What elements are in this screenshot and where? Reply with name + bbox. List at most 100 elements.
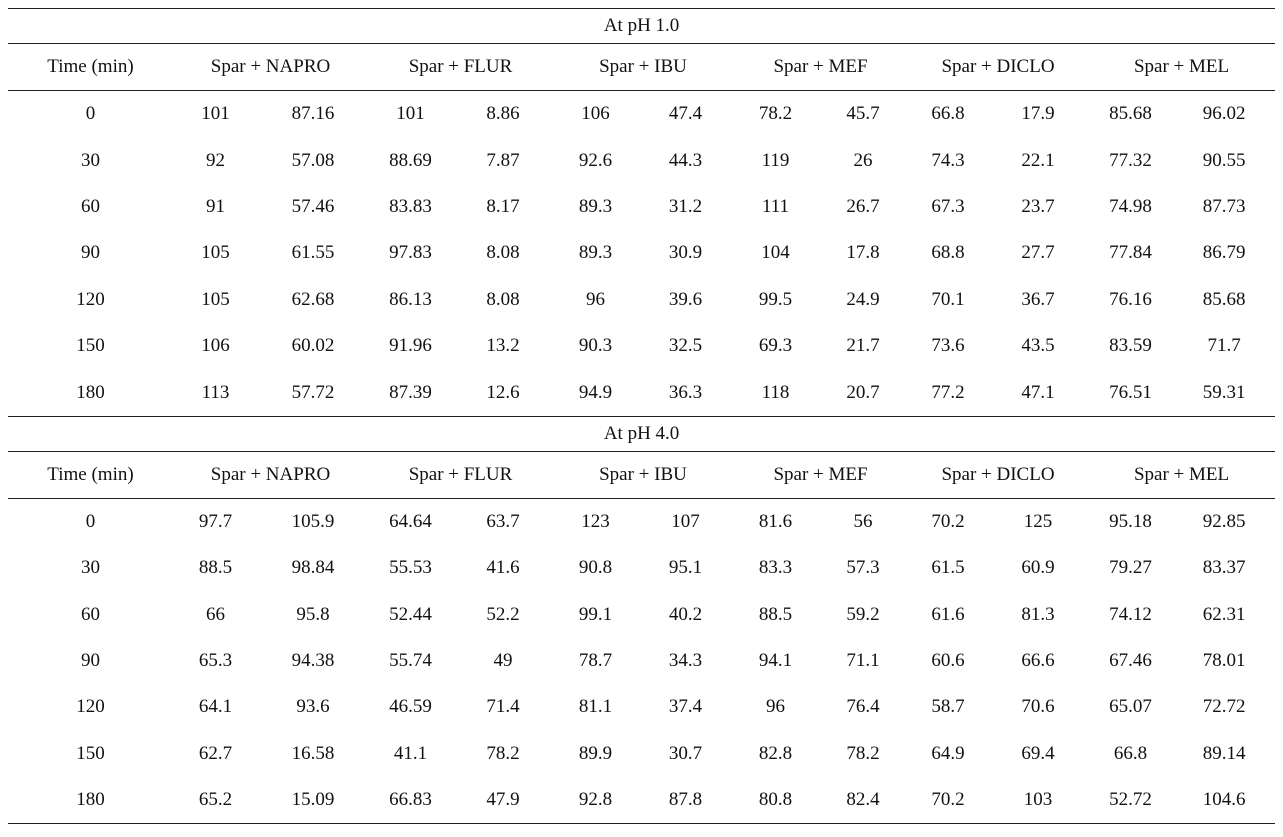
value-cell: 67.46: [1109, 650, 1152, 672]
value-cell: 93.6: [296, 696, 330, 718]
value-cell: 57.72: [258, 369, 368, 417]
value-cell: 71.1: [846, 650, 880, 672]
value-cell: 107: [671, 510, 700, 532]
value-cell: 21.7: [846, 335, 880, 357]
value-cell: 17.9: [1021, 103, 1055, 125]
value-cell: 65.3: [198, 650, 233, 672]
value-cell: 74.3: [931, 149, 965, 171]
value-cell: 62.31: [1202, 603, 1246, 625]
value-cell: 101: [396, 103, 425, 125]
table-row: 180 113 57.72 87.39 12.6 94.9 36.3 118 20.7 77.2 4…: [8, 369, 1276, 417]
value-cell: 60.6: [931, 650, 965, 672]
value-cell: 90.55: [1202, 149, 1246, 171]
value-cell: 85.68: [1202, 288, 1246, 310]
time-cell: 150: [76, 335, 105, 357]
value-cell: 72.72: [1202, 696, 1246, 718]
value-cell: 30.9: [668, 242, 703, 264]
value-cell: 81.1: [578, 696, 613, 718]
time-column-header: Time (min): [8, 451, 173, 499]
value-cell: 78.2: [758, 103, 793, 125]
value-cell: 64.64: [389, 510, 432, 532]
value-cell: 40.2: [668, 603, 703, 625]
value-cell: 87.16: [291, 103, 335, 125]
value-cell: 95.8: [296, 603, 330, 625]
column-header: Spar + MEL: [1088, 451, 1276, 499]
section-title: At pH 4.0: [8, 415, 1276, 452]
value-cell: 125: [1023, 510, 1053, 532]
value-cell: 69.3: [758, 335, 793, 357]
table-row: 180 65.2 15.09 66.83 47.9 92.8 87.8 80.8 82.4 70.…: [8, 777, 1276, 825]
column-header: Spar + DICLO: [908, 43, 1088, 91]
value-cell: 60.02: [291, 335, 335, 357]
value-cell: 118: [733, 369, 818, 417]
value-cell: 8.08: [486, 288, 520, 310]
value-cell: 74.98: [1109, 195, 1152, 217]
table-row: 0 97.7 105.9 64.64 63.7 123 107 81.6 56 70.2 125 95…: [8, 498, 1275, 545]
value-cell: 58.7: [931, 696, 965, 718]
value-cell: 89.9: [578, 742, 613, 764]
value-cell: 92: [206, 149, 225, 171]
value-cell: 66.83: [368, 777, 453, 825]
value-cell: 82.8: [758, 742, 793, 764]
value-cell: 70.2: [908, 777, 988, 825]
value-cell: 65.2: [173, 777, 258, 825]
value-cell: 87.73: [1202, 195, 1246, 217]
value-cell: 20.7: [818, 369, 908, 417]
value-cell: 74.12: [1109, 603, 1152, 625]
value-cell: 82.4: [818, 777, 908, 825]
value-cell: 66.6: [1021, 650, 1055, 672]
value-cell: 76.4: [846, 696, 880, 718]
value-cell: 68.8: [931, 242, 965, 264]
table-body: At pH 1.0 Time (min) Spar + NAPRO Spar + FL…: [8, 8, 1276, 825]
time-cell: 0: [85, 510, 96, 532]
value-cell: 99.5: [758, 288, 793, 310]
value-cell: 92.6: [578, 149, 613, 171]
value-cell: 26.7: [846, 195, 880, 217]
value-cell: 92.8: [553, 777, 638, 825]
value-cell: 52.72: [1088, 777, 1173, 825]
data-table: At pH 1.0 Time (min) Spar + NAPRO Spar + FL…: [8, 8, 1276, 825]
value-cell: 76.51: [1088, 369, 1173, 417]
value-cell: 97.7: [198, 510, 233, 532]
table-row: 150 62.7 16.58 41.1 78.2 89.9 30.7 82.8 78.2 64.9…: [8, 731, 1275, 777]
value-cell: 67.3: [931, 195, 965, 217]
value-cell: 104: [761, 242, 790, 264]
table-row: 90 65.3 94.38 55.74 49 78.7 34.3 94.1 71.1 60.6 66…: [8, 638, 1275, 684]
value-cell: 79.27: [1109, 557, 1152, 579]
value-cell: 12.6: [453, 369, 553, 417]
value-cell: 16.58: [291, 742, 335, 764]
value-cell: 105.9: [291, 510, 335, 532]
column-header: Spar + MEL: [1088, 43, 1276, 91]
column-header-row: Time (min) Spar + NAPRO Spar + FLUR Spar + …: [8, 43, 1276, 91]
time-cell: 120: [76, 696, 105, 718]
time-cell: 0: [85, 103, 96, 125]
value-cell: 89.14: [1202, 742, 1246, 764]
value-cell: 22.1: [1021, 149, 1055, 171]
value-cell: 66.8: [931, 103, 965, 125]
value-cell: 94.38: [291, 650, 335, 672]
table-row: 30 92 57.08 88.69 7.87 92.6 44.3 119 26 74.3 22.1 7…: [8, 137, 1275, 183]
time-cell: 180: [8, 369, 173, 417]
value-cell: 64.9: [931, 742, 965, 764]
value-cell: 123: [581, 510, 610, 532]
value-cell: 92.85: [1202, 510, 1246, 532]
value-cell: 59.2: [846, 603, 880, 625]
column-header: Spar + IBU: [553, 451, 733, 499]
value-cell: 83.83: [389, 195, 432, 217]
value-cell: 97.83: [389, 242, 432, 264]
value-cell: 34.3: [668, 650, 703, 672]
time-cell: 180: [8, 777, 173, 825]
value-cell: 57.46: [291, 195, 335, 217]
value-cell: 62.7: [198, 742, 233, 764]
value-cell: 24.9: [846, 288, 880, 310]
value-cell: 106: [581, 103, 610, 125]
value-cell: 101: [201, 103, 230, 125]
table-row: 90 105 61.55 97.83 8.08 89.3 30.9 104 17.8 68.8 27…: [8, 230, 1275, 276]
value-cell: 86.79: [1202, 242, 1246, 264]
value-cell: 41.6: [486, 557, 520, 579]
value-cell: 90.3: [578, 335, 613, 357]
value-cell: 8.17: [486, 195, 520, 217]
value-cell: 91.96: [389, 335, 432, 357]
value-cell: 46.59: [389, 696, 432, 718]
